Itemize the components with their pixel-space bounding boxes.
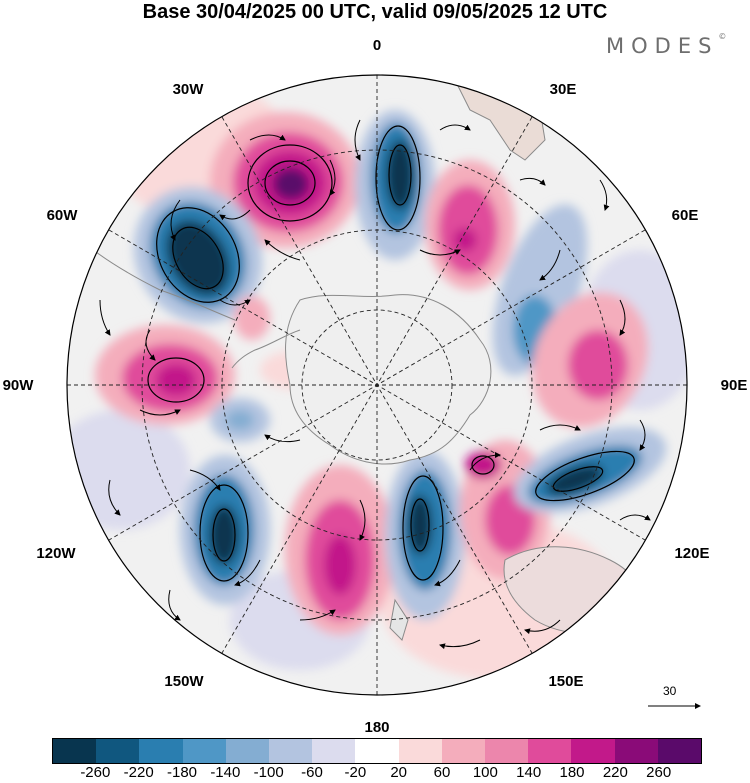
- lon-label-60e: 60E: [672, 207, 699, 224]
- reference-vector-label: 30: [663, 684, 677, 698]
- brand-text: MODES: [606, 34, 719, 58]
- lon-label-30e: 30E: [550, 81, 577, 98]
- lon-label-60w: 60W: [47, 207, 79, 224]
- graticule: [67, 75, 687, 695]
- polar-map: 0 30E 60E 90E 120E 150E 180 150W 120W 90…: [3, 37, 748, 736]
- colorbar: [52, 738, 702, 764]
- colorbar-swatch: [139, 739, 183, 763]
- colorbar-tick-label: 220: [602, 764, 628, 781]
- colorbar-swatch: [269, 739, 313, 763]
- colorbar-swatch: [614, 739, 658, 763]
- colorbar-swatch: [485, 739, 529, 763]
- colorbar-tick-label: 100: [472, 764, 498, 781]
- new-zealand-coastline: [389, 598, 409, 641]
- colorbar-swatch: [182, 739, 226, 763]
- colorbar-swatch: [53, 739, 97, 763]
- colorbar-tick-label: -180: [166, 764, 198, 781]
- map-boundary: [66, 74, 688, 696]
- colorbar-tick-label: 140: [516, 764, 542, 781]
- colorbar-swatch: [398, 739, 442, 763]
- lon-label-180: 180: [364, 719, 389, 736]
- colorbar-tick-label: -100: [253, 764, 284, 781]
- colorbar-swatch: [657, 739, 702, 763]
- colorbar-tick-label: 20: [390, 764, 407, 781]
- colorbar-swatch: [355, 739, 399, 763]
- lon-label-150e: 150E: [548, 673, 583, 690]
- map-title: Base 30/04/2025 00 UTC, valid 09/05/2025…: [142, 1, 608, 23]
- colorbar-swatch: [225, 739, 270, 763]
- lon-label-120e: 120E: [674, 545, 709, 562]
- lon-label-120w: 120W: [36, 545, 76, 562]
- colorbar-tick-label: -20: [344, 764, 367, 781]
- colorbar-swatch: [528, 739, 572, 763]
- map-disc: [67, 75, 687, 695]
- colorbar-tick-label: -220: [123, 764, 154, 781]
- contour-lines: [147, 125, 635, 582]
- peninsula-coastline: [231, 329, 301, 369]
- colorbar-tick-label: 180: [559, 764, 585, 781]
- colorbar-tick-label: 60: [433, 764, 451, 781]
- colorbar-swatch: [312, 739, 356, 763]
- colorbar-tick-label: -140: [210, 764, 241, 781]
- colorbar-swatch: [571, 739, 615, 763]
- lon-label-30w: 30W: [173, 81, 205, 98]
- colorbar-swatch: [96, 739, 140, 763]
- colorbar-ticks: -260 -220 -180 -140 -100 -60 -20 20 60 100 140 180 2…: [52, 764, 702, 783]
- colorbar-tick-label: -60: [301, 764, 323, 781]
- colorbar-swatch: [441, 739, 486, 763]
- wind-vectors: [99, 119, 651, 650]
- lon-label-0: 0: [373, 37, 381, 54]
- antarctica-coastline: [285, 294, 492, 465]
- lon-label-90w: 90W: [3, 377, 35, 394]
- lon-label-150w: 150W: [164, 673, 204, 690]
- lon-label-90e: 90E: [721, 377, 748, 394]
- brand-logo: MODES©: [606, 32, 727, 58]
- colorbar-tick-label: 260: [646, 764, 672, 781]
- copyright-mark: ©: [718, 32, 727, 41]
- colorbar-tick-label: -260: [80, 764, 111, 781]
